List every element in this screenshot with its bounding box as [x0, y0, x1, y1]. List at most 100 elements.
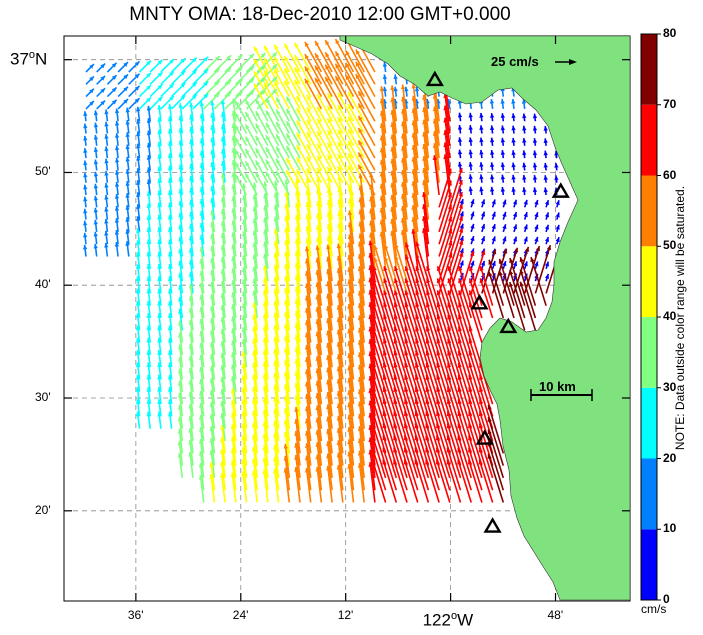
current-vector: [146, 239, 151, 257]
current-vector: [241, 315, 248, 343]
current-vector: [157, 251, 162, 269]
current-vector: [285, 133, 301, 159]
current-vector: [400, 229, 408, 269]
current-vector: [244, 160, 258, 184]
current-vector: [414, 411, 430, 454]
current-vector: [146, 142, 152, 159]
current-vector: [357, 139, 376, 171]
current-vector: [178, 115, 184, 134]
current-vector: [371, 435, 387, 479]
current-vector: [255, 110, 269, 134]
current-vector: [326, 281, 333, 319]
current-vector: [255, 160, 269, 184]
current-vector: [241, 243, 248, 269]
current-vector: [411, 168, 419, 208]
current-vector: [522, 174, 527, 183]
current-vector: [490, 162, 495, 171]
current-vector: [382, 362, 398, 405]
current-vector: [379, 123, 387, 159]
current-vector: [230, 424, 237, 454]
current-vector: [83, 184, 88, 196]
hf-radar-station: [551, 182, 570, 198]
current-vector: [253, 83, 269, 110]
current-vector: [188, 307, 194, 331]
current-vector: [231, 280, 237, 306]
current-vector: [220, 124, 226, 146]
current-vector: [468, 290, 483, 331]
current-vector: [104, 109, 109, 122]
current-vector: [241, 339, 248, 368]
current-vector: [209, 305, 216, 331]
current-vector: [230, 448, 237, 478]
current-vector: [480, 223, 486, 233]
current-vector: [421, 204, 430, 245]
current-vector: [415, 338, 430, 380]
current-vector: [480, 211, 486, 220]
current-vector: [210, 221, 216, 245]
current-vector: [117, 98, 129, 110]
current-vector: [382, 61, 388, 73]
current-vector: [414, 423, 430, 466]
current-vector: [390, 85, 398, 122]
current-vectors: [82, 36, 562, 503]
current-vector: [262, 313, 269, 343]
current-vector: [188, 379, 194, 405]
current-vector: [379, 98, 387, 134]
current-vector: [209, 402, 216, 429]
current-vector: [400, 157, 408, 196]
current-vector: [555, 224, 560, 233]
current-vector: [468, 137, 473, 146]
current-vector: [337, 116, 355, 147]
current-vector: [500, 137, 506, 146]
current-vector: [511, 187, 516, 196]
current-vector: [104, 206, 109, 220]
current-vector: [379, 195, 387, 232]
current-vector: [415, 302, 430, 343]
current-vector: [357, 303, 365, 343]
current-vector: [336, 329, 344, 368]
current-vector: [177, 392, 184, 417]
current-vector: [316, 130, 333, 159]
current-vector: [404, 326, 419, 368]
current-vector: [347, 402, 355, 442]
current-vector: [500, 186, 506, 196]
current-vector: [411, 216, 419, 257]
current-vector: [314, 40, 333, 73]
current-vector: [326, 305, 333, 343]
current-vector: [114, 120, 120, 134]
current-vector: [468, 278, 483, 319]
current-vector: [404, 386, 419, 429]
current-vector: [421, 216, 430, 257]
current-vector: [104, 121, 109, 134]
current-vector: [306, 131, 323, 159]
current-vector: [347, 463, 355, 503]
current-vector: [490, 125, 495, 134]
lat-tick-label: 30': [35, 390, 51, 404]
current-vector: [468, 374, 483, 417]
current-vector: [457, 161, 463, 171]
current-vector: [489, 98, 495, 109]
current-vector: [272, 444, 280, 478]
lat-tick-label: 50': [35, 164, 51, 179]
current-vector: [284, 215, 291, 245]
current-vector: [457, 374, 472, 417]
current-vector: [470, 211, 475, 220]
current-vector: [394, 266, 408, 306]
current-vector: [188, 355, 194, 380]
lon-tick-label: 24': [232, 608, 249, 622]
current-vector: [146, 288, 151, 306]
current-vector: [199, 306, 205, 331]
current-vector: [326, 256, 333, 294]
current-vector: [390, 134, 398, 171]
current-vector: [357, 462, 365, 503]
current-vector: [457, 350, 472, 393]
current-vector: [368, 351, 376, 392]
current-vector: [220, 413, 226, 442]
current-vector: [447, 266, 462, 306]
current-vector: [296, 95, 312, 122]
current-vector: [336, 268, 344, 306]
current-vector: [438, 180, 452, 220]
current-vector: [234, 137, 248, 159]
current-vector: [219, 461, 226, 491]
current-vector: [382, 74, 388, 85]
